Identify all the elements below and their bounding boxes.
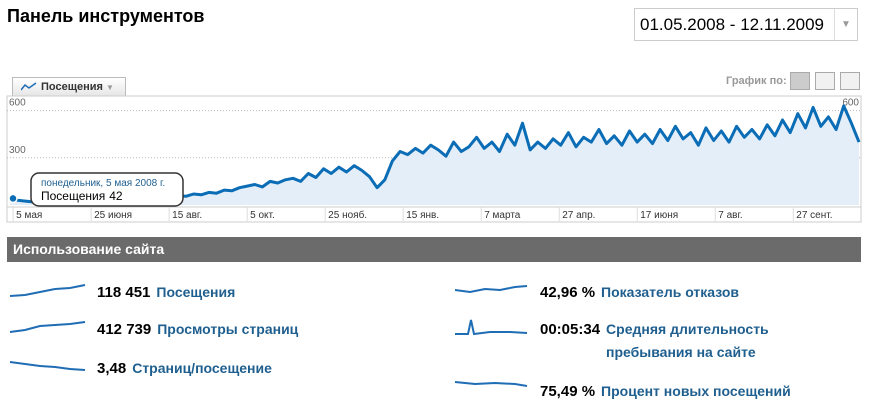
section-header: Использование сайта [7,237,861,262]
sparkline [454,381,528,387]
sparklines [9,284,528,387]
tab-label: Посещения [41,81,103,93]
x-tick-label: 5 окт. [250,210,275,221]
x-tick-label: 7 авг. [718,210,742,221]
view-month-button[interactable] [840,72,860,90]
y-tick-label: 300 [9,145,26,156]
metric-link[interactable]: Просмотры страниц [157,321,299,337]
metric-value: 42,96 % [540,284,596,301]
dropdown-arrow[interactable]: ▼ [834,9,857,40]
metric-tab[interactable]: Посещения ▼ [12,77,126,96]
page-title: Панель инструментов [7,6,205,26]
tooltip-text: Посещения 42 [41,189,123,203]
tooltip-box [30,172,184,207]
date-range: 01.05.2008 - 12.11.2009 [640,15,825,34]
x-tick-label: 15 авг. [172,210,202,221]
x-tick-label: 17 июня [640,210,678,221]
tooltip-label: Посещения [41,189,105,203]
x-tick-label: 27 апр. [562,210,595,221]
metric-link[interactable]: Посещения [156,284,236,300]
sparkline [9,361,86,371]
metric: 75,49 % Процент новых посещений [540,380,791,403]
metric-value: 3,48 [97,360,127,377]
x-tick-label: 15 янв. [406,210,439,221]
metric: 42,96 % Показатель отказов [540,281,739,304]
tooltip-date: понедельник, 5 мая 2008 г. [41,178,165,189]
sparkline [9,284,86,297]
y-tick-label: 600 [842,98,859,109]
x-tick-label: 25 нояб. [328,209,367,221]
metric: 00:05:34 Средняя длительность пребывания … [540,318,800,364]
view-day-button[interactable] [790,72,810,90]
tab-icon [21,82,37,91]
metric-link[interactable]: Страниц/посещение [132,360,272,376]
tooltip-value: 42 [109,189,123,203]
metric-value: 118 451 [97,284,151,301]
metric-link[interactable]: Показатель отказов [601,284,740,300]
metric: 118 451 Посещения [97,281,235,304]
graph-by-label: График по: [726,75,787,87]
x-tick-label: 27 сент. [796,210,832,221]
x-tick-label: 7 марта [484,210,521,221]
sparkline [455,319,528,336]
sparkline [9,321,86,333]
x-tick-label: 25 июня [94,210,132,221]
sparkline [454,285,528,294]
view-week-button[interactable] [815,72,835,90]
metric-link[interactable]: Средняя длительность пребывания на сайте [606,321,769,360]
y-tick-label: 600 [9,98,26,109]
metric: 412 739 Просмотры страниц [97,318,298,341]
hover-point [8,193,18,204]
metric-value: 75,49 % [540,383,596,400]
metric-value: 00:05:34 [540,321,601,338]
area [10,105,859,205]
metric: 3,48 Страниц/посещение [97,357,272,380]
x-tick-label: 5 мая [16,210,42,221]
metric-link[interactable]: Процент новых посещений [601,383,791,399]
date-range-picker[interactable]: 01.05.2008 - 12.11.2009 ▼ [634,8,858,41]
metric-value: 412 739 [97,321,152,338]
